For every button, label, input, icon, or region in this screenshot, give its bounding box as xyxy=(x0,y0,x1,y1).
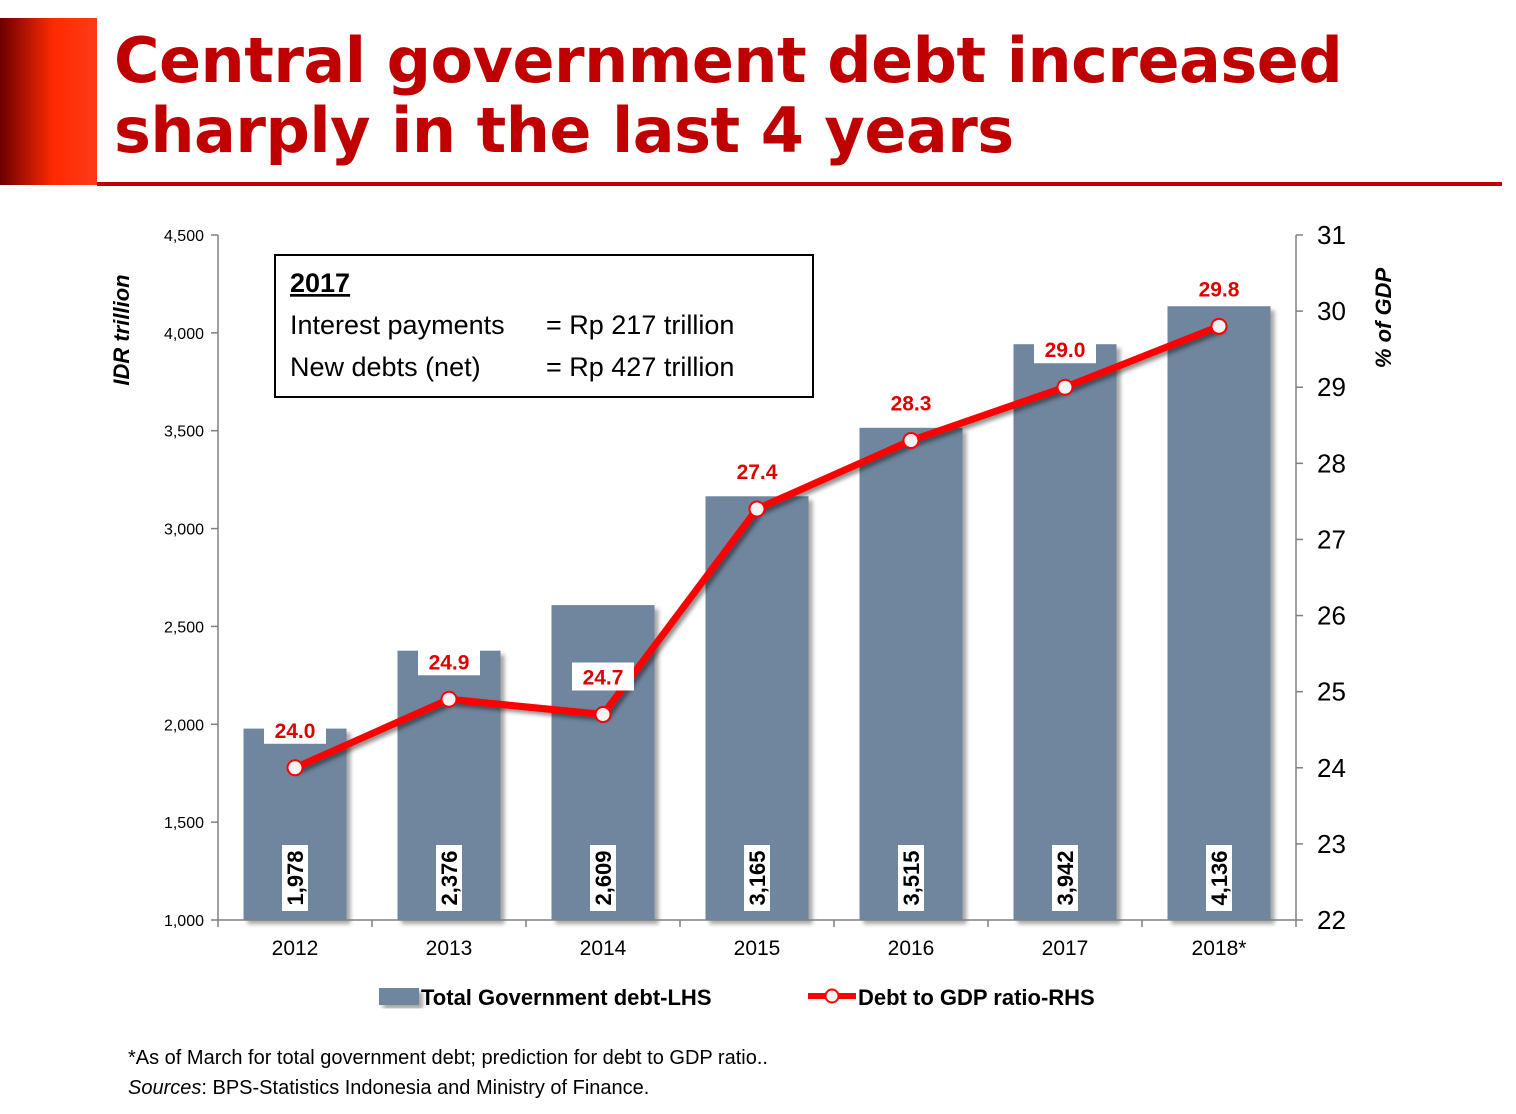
right-axis-tick-label: 30 xyxy=(1317,296,1346,326)
right-axis-tick-label: 31 xyxy=(1317,220,1346,250)
ratio-marker xyxy=(286,759,304,777)
ratio-label-box xyxy=(726,457,788,485)
ratio-marker xyxy=(594,706,612,723)
title-accent-block xyxy=(0,18,97,185)
footnote-note: *As of March for total government debt; … xyxy=(128,1047,768,1069)
footnote: *As of March for total government debt; … xyxy=(128,1043,768,1103)
ratio-label: 27.4 xyxy=(737,461,778,484)
bar-value-label-text: 4,136 xyxy=(1207,850,1232,905)
right-axis-tick-label: 25 xyxy=(1317,677,1346,707)
ratio-marker xyxy=(748,500,766,518)
ratio-marker xyxy=(902,432,920,449)
bar-value-label-box xyxy=(1052,845,1078,911)
x-axis-tick-label: 2014 xyxy=(580,937,627,960)
bar-series xyxy=(243,306,1271,920)
left-axis-tick-label: 1,000 xyxy=(164,913,204,930)
bar-value-label-text: 1,978 xyxy=(283,850,308,905)
ratio-marker xyxy=(1210,317,1228,335)
legend-bar-swatch xyxy=(379,988,419,1005)
bar-value-label-text: 3,942 xyxy=(1053,850,1078,905)
annotation-new-debts-label: New debts (net) xyxy=(290,352,481,382)
right-axis-tick-label: 24 xyxy=(1317,753,1346,783)
line-value-labels: 24.0 24.9 24.7 27.4 28.3 29.0 29.8 xyxy=(264,274,1250,744)
bar-value-label-text: 3,515 xyxy=(899,850,924,905)
bar-value-label-box xyxy=(590,845,616,911)
left-axis-tick-label: 4,500 xyxy=(164,228,204,245)
annotation-box-frame xyxy=(274,254,814,398)
footnote-sources: Sources: BPS-Statistics Indonesia and Mi… xyxy=(128,1073,768,1103)
bar-value-label-text: 2,609 xyxy=(591,850,616,905)
ratio-label: 24.7 xyxy=(583,667,624,690)
ratio-label: 28.3 xyxy=(891,393,932,416)
bar xyxy=(1167,306,1271,920)
bar-value-label-text: 2,376 xyxy=(437,850,462,905)
x-axis-tick-label: 2018* xyxy=(1192,937,1247,960)
left-axis-tick-label: 3,000 xyxy=(164,522,204,539)
annotation-new-debts-value: = Rp 427 trillion xyxy=(546,352,734,382)
bar-value-label-box xyxy=(898,845,924,911)
left-axis-tick-label: 4,000 xyxy=(164,326,204,343)
bar-value-label-box xyxy=(744,845,770,911)
ratio-marker xyxy=(440,690,458,708)
annotation-interest-label: Interest payments xyxy=(290,310,505,340)
annotation-heading: 2017 xyxy=(290,268,350,298)
bar-value-label: 2,376 xyxy=(436,845,462,911)
bar-value-label: 2,609 xyxy=(590,845,616,911)
line-series xyxy=(286,317,1228,777)
annotation-box: 2017 Interest payments = Rp 217 trillion… xyxy=(274,254,814,398)
left-axis-tick-label: 2,000 xyxy=(164,717,204,734)
right-axis-tick-label: 23 xyxy=(1317,829,1346,859)
sources-text: : BPS-Statistics Indonesia and Ministry … xyxy=(201,1077,650,1099)
x-axis-tick-label: 2012 xyxy=(272,937,319,960)
ratio-label-box xyxy=(1188,274,1250,303)
right-axis-tick-label: 27 xyxy=(1317,524,1346,554)
annotation-interest-value: = Rp 217 trillion xyxy=(546,310,734,340)
axes: 1,000 1,500 2,000 2,500 3,000 3,500 4,000 4,500… xyxy=(164,220,1346,960)
bar-value-label-box xyxy=(436,845,462,911)
title-underline xyxy=(97,182,1502,186)
x-axis-tick-label: 2017 xyxy=(1042,937,1089,960)
slide-title: Central government debt increased sharpl… xyxy=(114,24,1343,167)
left-axis-tick-label: 3,500 xyxy=(164,424,204,441)
bar-value-label-text: 3,165 xyxy=(745,850,770,905)
right-axis-tick-label: 29 xyxy=(1317,372,1346,402)
bar xyxy=(1013,344,1117,920)
right-axis-tick-label: 28 xyxy=(1317,448,1346,478)
x-axis-tick-label: 2016 xyxy=(888,937,935,960)
bar-value-label: 1,978 xyxy=(282,845,308,911)
bar-value-label-box xyxy=(1206,845,1232,911)
legend-line-marker xyxy=(824,988,840,1004)
left-axis-tick-label: 2,500 xyxy=(164,619,204,636)
right-axis-tick-label: 22 xyxy=(1317,905,1346,935)
ratio-label: 29.0 xyxy=(1045,339,1086,362)
right-axis-tick-label: 26 xyxy=(1317,601,1346,631)
legend-bar-label: Total Government debt-LHS xyxy=(421,985,712,1010)
ratio-label-box xyxy=(1034,335,1096,364)
bar-value-label: 3,515 xyxy=(898,845,924,911)
ratio-label-box xyxy=(572,662,634,691)
ratio-label-box xyxy=(264,715,326,744)
right-axis-title: % of GDP xyxy=(1371,268,1396,369)
bar-value-label: 3,165 xyxy=(744,845,770,911)
bar-value-label: 3,942 xyxy=(1052,845,1078,911)
legend-line-label: Debt to GDP ratio-RHS xyxy=(858,985,1095,1010)
ratio-label: 24.9 xyxy=(429,651,470,674)
bar xyxy=(859,427,963,920)
bar-value-labels: 1,978 2,376 2,609 3,165 3,515 3,942 4,136 xyxy=(282,845,1232,911)
bar-value-label: 4,136 xyxy=(1206,845,1232,911)
ratio-label-box xyxy=(880,388,942,417)
bar-value-label-box xyxy=(282,845,308,911)
legend: Total Government debt-LHS Debt to GDP ra… xyxy=(379,985,1095,1010)
ratio-label: 24.0 xyxy=(275,720,316,743)
left-axis-tick-label: 1,500 xyxy=(164,815,204,832)
x-axis-tick-label: 2015 xyxy=(734,937,781,960)
sources-label: Sources xyxy=(128,1077,202,1099)
ratio-label-box xyxy=(418,647,480,676)
ratio-label: 29.8 xyxy=(1199,278,1240,301)
ratio-marker xyxy=(1056,378,1074,396)
left-axis-title: IDR trillion xyxy=(109,274,134,385)
x-axis-tick-label: 2013 xyxy=(426,937,473,960)
